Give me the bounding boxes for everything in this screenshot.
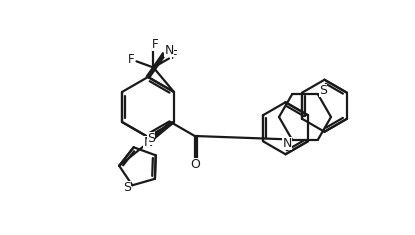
Text: N: N bbox=[282, 137, 292, 150]
Text: S: S bbox=[123, 181, 131, 194]
Text: F: F bbox=[171, 49, 177, 62]
Text: N: N bbox=[143, 136, 153, 149]
Text: O: O bbox=[190, 157, 200, 171]
Text: S: S bbox=[147, 132, 155, 145]
Text: F: F bbox=[152, 38, 159, 51]
Text: N: N bbox=[164, 43, 174, 57]
Text: S: S bbox=[319, 84, 327, 97]
Text: F: F bbox=[128, 53, 135, 66]
